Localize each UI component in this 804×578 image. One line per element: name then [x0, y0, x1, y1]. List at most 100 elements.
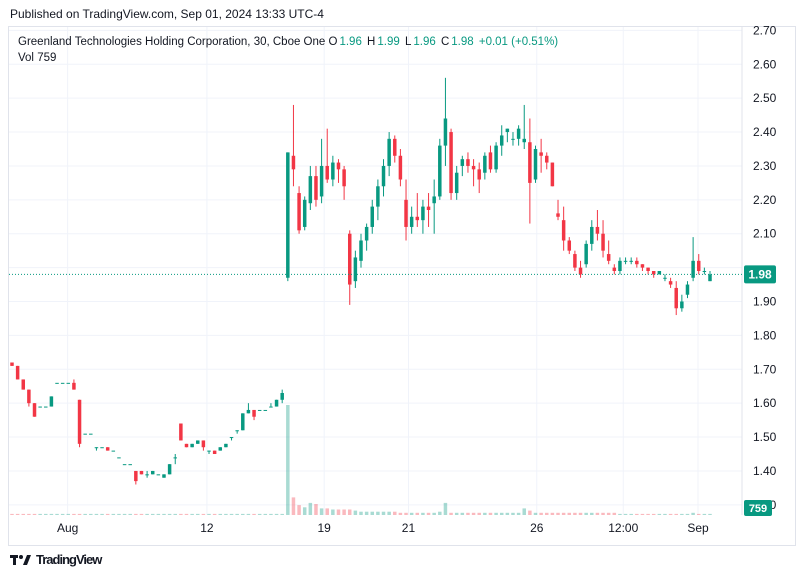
volume-bar [105, 513, 110, 515]
volume-bar [685, 513, 690, 515]
candle-body [550, 162, 555, 187]
volume-bar [145, 513, 149, 515]
candle-body [246, 409, 251, 414]
x-tick-label: Aug [57, 521, 78, 535]
candle-body [635, 260, 639, 265]
volume-legend: Vol 759 [18, 52, 56, 64]
volume-bar [680, 513, 684, 515]
volume-bar [595, 512, 600, 515]
candle-body [38, 406, 42, 408]
volume-bar [60, 513, 65, 515]
volume-bar [38, 513, 42, 515]
candle-body [674, 287, 678, 309]
candle-body [139, 470, 144, 475]
volume-bar [674, 513, 678, 515]
volume-bar [432, 512, 436, 515]
volume-bar [128, 513, 132, 515]
volume-bar [612, 512, 617, 515]
y-tick-label: 2.40 [753, 125, 777, 139]
candle-body [72, 382, 76, 390]
volume-bar [393, 511, 397, 515]
candle-body [640, 264, 645, 268]
volume-bar [94, 513, 99, 515]
volume-bar [235, 513, 239, 515]
candle-body [426, 206, 431, 210]
open-label: O [328, 36, 338, 48]
candle-body [668, 281, 673, 285]
volume-bar [196, 513, 200, 515]
candle-body [201, 440, 206, 448]
volume-bar [246, 513, 251, 515]
candle-body [573, 254, 577, 268]
candle-body [196, 440, 200, 444]
candle-body [15, 365, 20, 380]
x-tick-label: 12:00 [608, 521, 638, 535]
candle-body [404, 199, 408, 227]
x-tick-label: 21 [402, 521, 416, 535]
candle-body [494, 145, 498, 170]
candle-body [702, 271, 707, 272]
high-label: H [367, 36, 376, 48]
volume-bar [173, 513, 177, 515]
y-tick-label: 2.20 [753, 193, 777, 207]
candle-body [691, 260, 695, 278]
y-tick-label: 1.50 [753, 430, 777, 444]
candle-body [584, 243, 588, 265]
candle-body [516, 128, 521, 139]
volume-bar [162, 513, 166, 515]
volume-bar [291, 497, 296, 515]
volume-bar [89, 513, 93, 515]
candle-body [646, 267, 650, 271]
volume-bar [257, 513, 262, 515]
candle-body [393, 138, 397, 156]
candle-body [252, 409, 256, 417]
volume-value: 759 [37, 52, 57, 64]
volume-bar [635, 513, 639, 515]
volume-bar [190, 513, 194, 515]
volume-bar [528, 510, 532, 515]
volume-bar [184, 513, 189, 515]
y-tick-label: 2.60 [753, 57, 777, 71]
volume-bar [477, 512, 481, 515]
candle-body [117, 457, 121, 459]
candle-body [325, 165, 329, 180]
volume-bar [668, 513, 673, 515]
volume-bar [241, 513, 245, 515]
candle-body [190, 443, 194, 448]
volume-bar [72, 513, 76, 515]
candle-body [49, 396, 54, 407]
candle-body [663, 277, 667, 279]
low-label: L [404, 36, 412, 48]
volume-bar [364, 511, 369, 515]
legend: Greenland Technologies Holding Corporati… [18, 36, 560, 48]
volume-bar [488, 512, 493, 515]
volume-bar [302, 507, 307, 515]
volume-bar [44, 513, 48, 515]
volume-bar [381, 511, 386, 515]
candle-body [274, 399, 279, 407]
candle-body [471, 165, 476, 170]
volume-bar [578, 512, 583, 515]
volume-bar [561, 512, 566, 515]
candle-body [522, 138, 526, 143]
y-tick-label: 2.10 [753, 227, 777, 241]
candle-body [685, 284, 690, 295]
volume-bar [533, 512, 538, 515]
candle-body [438, 145, 442, 197]
candle-body [612, 267, 617, 271]
candle-body [44, 406, 48, 408]
volume-bar [10, 513, 14, 515]
candle-body [336, 162, 341, 170]
volume-bar [179, 513, 183, 515]
candle-body [280, 393, 284, 400]
y-tick-label: 2.50 [753, 91, 777, 105]
volume-bar [122, 513, 127, 515]
volume-bar [426, 512, 431, 515]
candle-body [207, 450, 211, 452]
candle-body [595, 226, 600, 234]
volume-bar [663, 513, 667, 515]
volume-bar [111, 513, 116, 515]
legend-title: Greenland Technologies Holding Corporati… [18, 36, 326, 48]
candle-body [162, 474, 166, 478]
